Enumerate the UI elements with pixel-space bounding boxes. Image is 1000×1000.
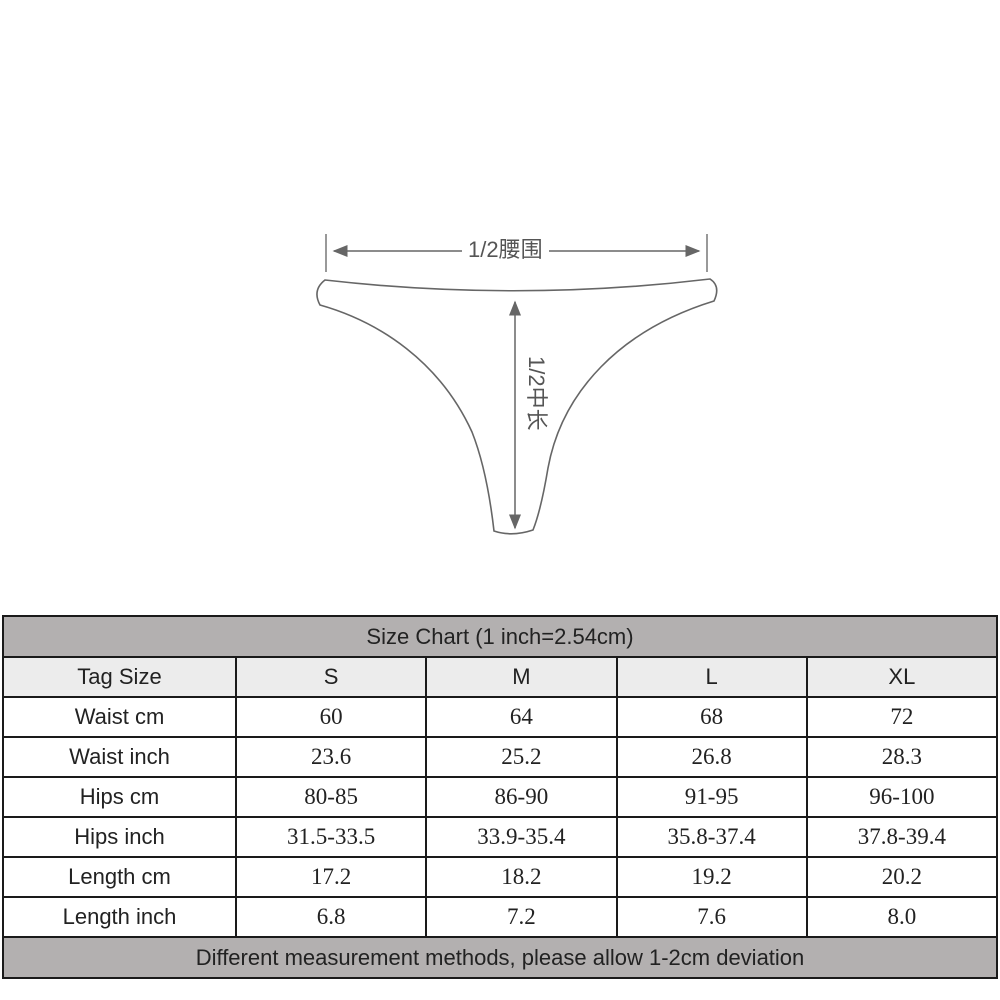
table-title: Size Chart (1 inch=2.54cm) [2,615,998,658]
table-cell: 35.8-37.4 [615,816,808,858]
table-cell: 80-85 [234,776,428,818]
table-cell: 33.9-35.4 [425,816,618,858]
table-cell: 8.0 [805,896,999,938]
table-cell: 31.5-33.5 [234,816,428,858]
table-cell: 23.6 [234,736,428,778]
table-cell: 86-90 [425,776,618,818]
waist-label: 1/2腰围 [462,238,549,262]
header-cell: Tag Size [2,656,237,698]
table-cell: 91-95 [615,776,808,818]
table-row: Length inch 6.8 7.2 7.6 8.0 [2,896,999,938]
table-cell: 19.2 [615,856,808,898]
table-footer-note: Different measurement methods, please al… [2,936,998,979]
row-label: Hips inch [2,816,237,858]
garment-outline [316,234,718,535]
table-cell: 26.8 [615,736,808,778]
size-chart-table: Size Chart (1 inch=2.54cm) Tag Size S M … [2,615,999,979]
table-cell: 68 [615,696,808,738]
header-cell: S [234,656,428,698]
table-cell: 28.3 [805,736,999,778]
row-label: Length cm [2,856,237,898]
table-cell: 6.8 [234,896,428,938]
table-row: Hips inch 31.5-33.5 33.9-35.4 35.8-37.4 37.8… [2,816,999,858]
row-label: Length inch [2,896,237,938]
garment-diagram: 1/2腰围 1/2中长 [316,234,718,535]
header-cell: M [425,656,618,698]
row-label: Waist cm [2,696,237,738]
table-cell: 17.2 [234,856,428,898]
table-cell: 64 [425,696,618,738]
header-row: Tag Size S M L XL [2,656,999,698]
panty-shape [316,278,718,535]
header-cell: L [615,656,808,698]
table-cell: 60 [234,696,428,738]
table-cell: 37.8-39.4 [805,816,999,858]
row-label: Hips cm [2,776,237,818]
table-cell: 7.2 [425,896,618,938]
row-label: Waist inch [2,736,237,778]
table-cell: 18.2 [425,856,618,898]
table-row: Waist inch 23.6 25.2 26.8 28.3 [2,736,999,778]
length-label: 1/2中长 [524,352,549,435]
table-cell: 96-100 [805,776,999,818]
table-row: Hips cm 80-85 86-90 91-95 96-100 [2,776,999,818]
table-cell: 72 [805,696,999,738]
table-cell: 25.2 [425,736,618,778]
table-row: Waist cm 60 64 68 72 [2,696,999,738]
table-cell: 7.6 [615,896,808,938]
table-cell: 20.2 [805,856,999,898]
table-row: Length cm 17.2 18.2 19.2 20.2 [2,856,999,898]
header-cell: XL [805,656,999,698]
